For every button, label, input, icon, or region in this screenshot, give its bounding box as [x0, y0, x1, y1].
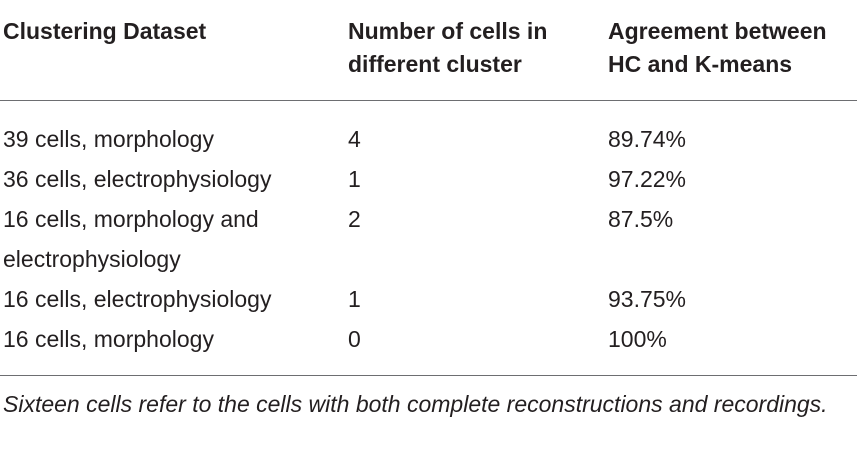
table-row: 16 cells, morphology 0 100%: [0, 318, 857, 376]
clustering-agreement-table: Clustering Dataset Number of cells in di…: [0, 0, 857, 376]
table-row: 16 cells, morphology and electrophysiolo…: [0, 199, 857, 279]
agreement-cell: 93.75%: [608, 285, 687, 312]
cell-count-cell: 0: [348, 318, 608, 376]
agreement-cell: 97.22%: [608, 165, 687, 192]
agreement-cell: 89.74%: [608, 125, 687, 152]
dataset-cell: 16 cells, morphology: [0, 318, 348, 376]
table-row: 39 cells, morphology 4 89.74%: [0, 100, 857, 159]
agreement-cell: 100%: [608, 318, 857, 376]
agreement-cell: 87.5%: [608, 205, 674, 232]
header-agreement: Agreement between HC and K-means: [608, 0, 857, 101]
dataset-cell: 16 cells, electrophysiology: [3, 285, 272, 312]
table-row: 16 cells, electrophysiology 1 93.75%: [0, 279, 857, 319]
dataset-cell: 39 cells, morphology: [3, 125, 214, 152]
header-number-of-cells: Number of cells in different cluster: [348, 0, 608, 101]
header-row: Clustering Dataset Number of cells in di…: [0, 0, 857, 101]
cell-count-cell: 2: [348, 205, 361, 232]
table-row: 36 cells, electrophysiology 1 97.22%: [0, 159, 857, 199]
dataset-cell: 36 cells, electrophysiology: [3, 165, 272, 192]
table-footnote: Sixteen cells refer to the cells with bo…: [3, 390, 828, 417]
header-clustering-dataset: Clustering Dataset: [0, 0, 348, 101]
dataset-cell: 16 cells, morphology and electrophysiolo…: [3, 205, 259, 272]
table-header: Clustering Dataset Number of cells in di…: [0, 0, 857, 101]
cell-count-cell: 1: [348, 165, 361, 192]
table-body: 39 cells, morphology 4 89.74% 36 cells, …: [0, 100, 857, 376]
cell-count-cell: 4: [348, 125, 361, 152]
cell-count-cell: 1: [348, 285, 361, 312]
